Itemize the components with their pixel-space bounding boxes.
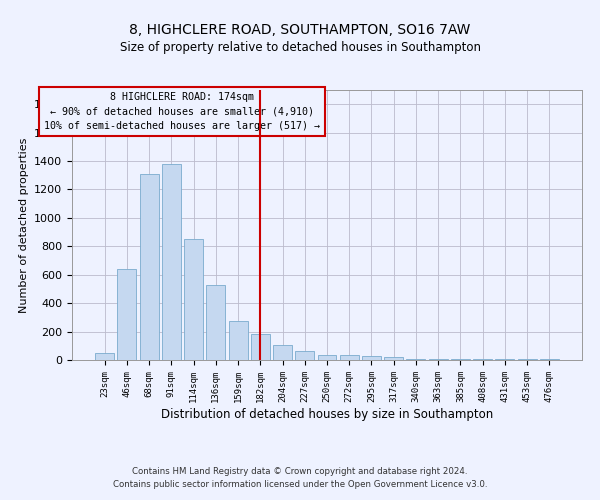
Bar xyxy=(473,358,492,360)
Bar xyxy=(496,358,514,360)
Bar xyxy=(251,334,270,360)
Bar xyxy=(95,353,114,360)
Bar xyxy=(295,351,314,360)
Text: 8 HIGHCLERE ROAD: 174sqm
← 90% of detached houses are smaller (4,910)
10% of sem: 8 HIGHCLERE ROAD: 174sqm ← 90% of detach… xyxy=(44,92,320,131)
Bar xyxy=(118,269,136,360)
Bar xyxy=(317,355,337,360)
Text: Contains HM Land Registry data © Crown copyright and database right 2024.
Contai: Contains HM Land Registry data © Crown c… xyxy=(113,468,487,489)
Bar xyxy=(429,358,448,360)
Text: Size of property relative to detached houses in Southampton: Size of property relative to detached ho… xyxy=(119,41,481,54)
Bar xyxy=(206,284,225,360)
Bar xyxy=(384,357,403,360)
Text: 8, HIGHCLERE ROAD, SOUTHAMPTON, SO16 7AW: 8, HIGHCLERE ROAD, SOUTHAMPTON, SO16 7AW xyxy=(130,22,470,36)
Bar xyxy=(362,356,381,360)
Bar xyxy=(273,345,292,360)
Bar xyxy=(406,358,425,360)
Y-axis label: Number of detached properties: Number of detached properties xyxy=(19,138,29,312)
Bar xyxy=(162,164,181,360)
Bar xyxy=(451,358,470,360)
Bar xyxy=(184,239,203,360)
Bar xyxy=(340,355,359,360)
Bar xyxy=(229,321,248,360)
Bar xyxy=(518,358,536,360)
Bar xyxy=(140,174,158,360)
Bar xyxy=(540,358,559,360)
X-axis label: Distribution of detached houses by size in Southampton: Distribution of detached houses by size … xyxy=(161,408,493,420)
